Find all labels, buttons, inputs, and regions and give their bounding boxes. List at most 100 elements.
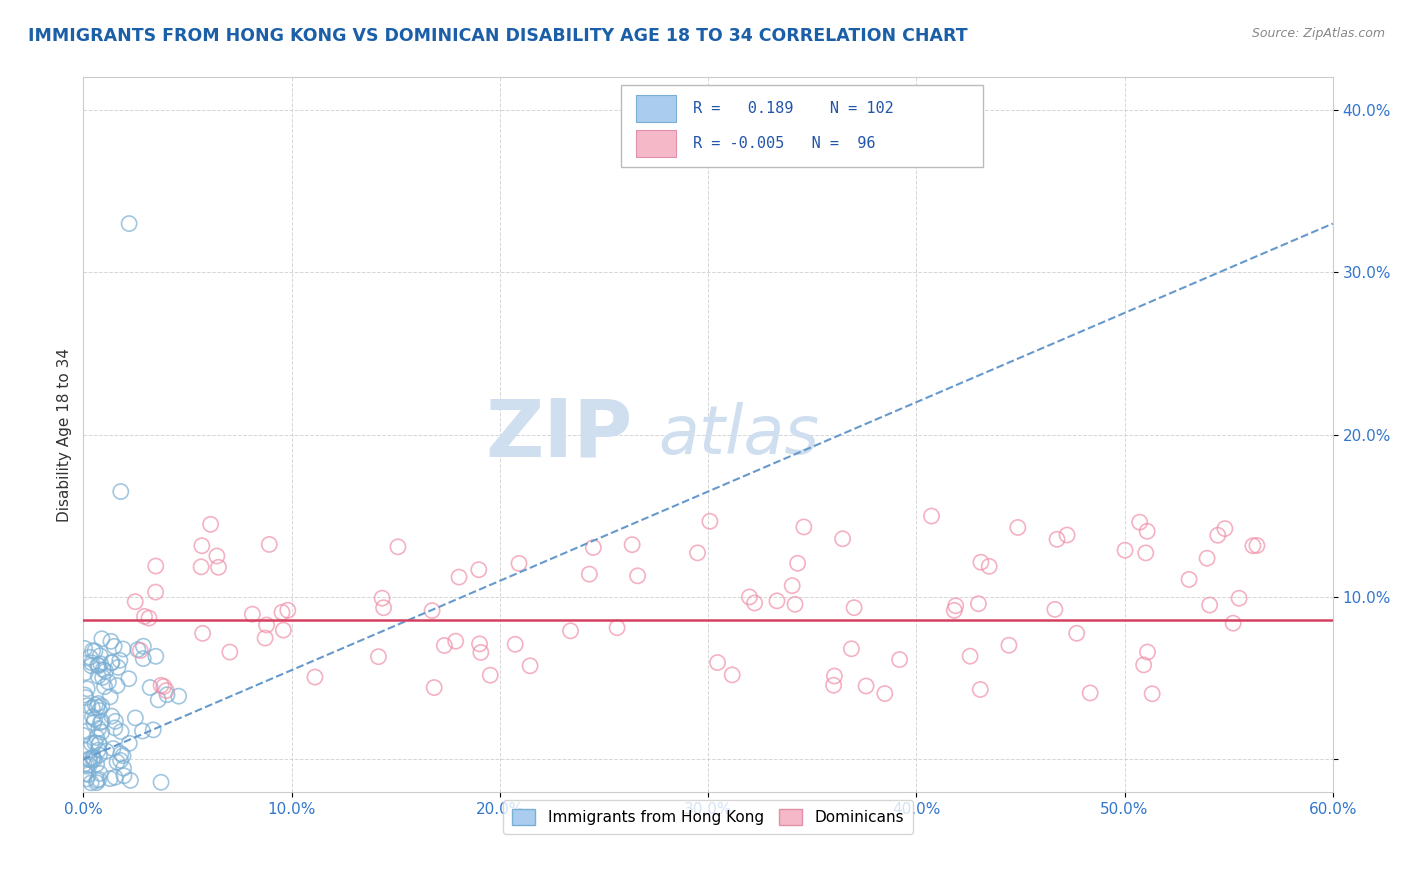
Point — [108, 653, 131, 667]
Point — [145, 649, 167, 664]
Point — [129, 643, 152, 657]
Point — [90, 725, 112, 739]
Point — [706, 656, 728, 670]
Point — [77, 752, 100, 766]
Text: IMMIGRANTS FROM HONG KONG VS DOMINICAN DISABILITY AGE 18 TO 34 CORRELATION CHART: IMMIGRANTS FROM HONG KONG VS DOMINICAN D… — [28, 27, 967, 45]
Point — [72, 728, 94, 742]
Point — [786, 556, 808, 570]
Point — [1135, 546, 1157, 560]
Text: ZIP: ZIP — [486, 396, 633, 474]
Point — [142, 723, 165, 737]
Point — [104, 714, 127, 729]
Text: atlas: atlas — [658, 401, 820, 467]
Point — [1129, 515, 1152, 529]
Point — [83, 715, 105, 730]
Point — [104, 770, 127, 784]
Point — [145, 559, 167, 574]
Point — [1046, 533, 1069, 547]
Point — [1136, 524, 1159, 539]
Point — [73, 743, 96, 757]
Point — [87, 737, 110, 751]
Point — [118, 217, 141, 231]
Point — [101, 741, 124, 756]
Point — [89, 648, 111, 663]
Point — [1222, 616, 1244, 631]
Point — [76, 759, 98, 773]
Point — [156, 688, 179, 702]
Point — [200, 517, 222, 532]
Point — [479, 668, 502, 682]
Point — [626, 569, 648, 583]
Point — [87, 669, 110, 683]
Point — [508, 557, 530, 571]
Point — [889, 652, 911, 666]
Point — [873, 686, 896, 700]
Point — [79, 752, 101, 766]
Point — [686, 546, 709, 560]
Point — [959, 649, 981, 664]
Point — [101, 656, 124, 670]
Text: Source: ZipAtlas.com: Source: ZipAtlas.com — [1251, 27, 1385, 40]
Point — [205, 549, 228, 563]
Point — [766, 594, 789, 608]
Point — [1241, 539, 1264, 553]
Point — [744, 596, 766, 610]
Point — [447, 570, 470, 584]
Point — [84, 698, 107, 712]
Point — [93, 680, 115, 694]
Point — [90, 714, 112, 729]
Point — [87, 743, 110, 757]
Point — [945, 599, 967, 613]
Point — [979, 559, 1001, 574]
Point — [91, 670, 114, 684]
Point — [118, 672, 141, 686]
Point — [124, 595, 146, 609]
Point — [76, 698, 98, 713]
Point — [73, 641, 96, 656]
FancyBboxPatch shape — [620, 85, 983, 167]
Point — [468, 637, 491, 651]
Point — [83, 753, 105, 767]
Point — [259, 537, 281, 551]
Point — [503, 637, 526, 651]
Point — [89, 747, 111, 762]
Point — [105, 755, 128, 769]
Point — [82, 752, 104, 766]
Point — [519, 658, 541, 673]
Point — [1197, 551, 1219, 566]
Point — [90, 632, 112, 646]
Point — [1043, 602, 1066, 616]
Point — [87, 658, 110, 673]
Point — [79, 758, 101, 772]
Point — [738, 590, 761, 604]
Point — [1056, 528, 1078, 542]
Text: R =   0.189    N = 102: R = 0.189 N = 102 — [693, 101, 894, 116]
Point — [150, 678, 173, 692]
Bar — [636, 130, 675, 158]
Point — [1066, 626, 1088, 640]
Point — [1206, 528, 1229, 542]
Point — [90, 698, 112, 713]
Point — [433, 639, 456, 653]
Point — [1114, 543, 1136, 558]
Point — [721, 668, 744, 682]
Point — [120, 773, 142, 788]
Point — [304, 670, 326, 684]
Point — [621, 538, 644, 552]
Bar — [636, 95, 675, 121]
Point — [100, 656, 122, 670]
Point — [277, 603, 299, 617]
Point — [103, 640, 125, 654]
Point — [87, 722, 110, 736]
Point — [132, 651, 155, 665]
Point — [271, 605, 294, 619]
Point — [1178, 573, 1201, 587]
Point — [387, 540, 409, 554]
Point — [86, 731, 108, 745]
Point — [84, 644, 107, 658]
Point — [75, 690, 97, 705]
Point — [152, 680, 174, 694]
Point — [191, 539, 214, 553]
Point — [138, 611, 160, 625]
Point — [75, 766, 97, 780]
